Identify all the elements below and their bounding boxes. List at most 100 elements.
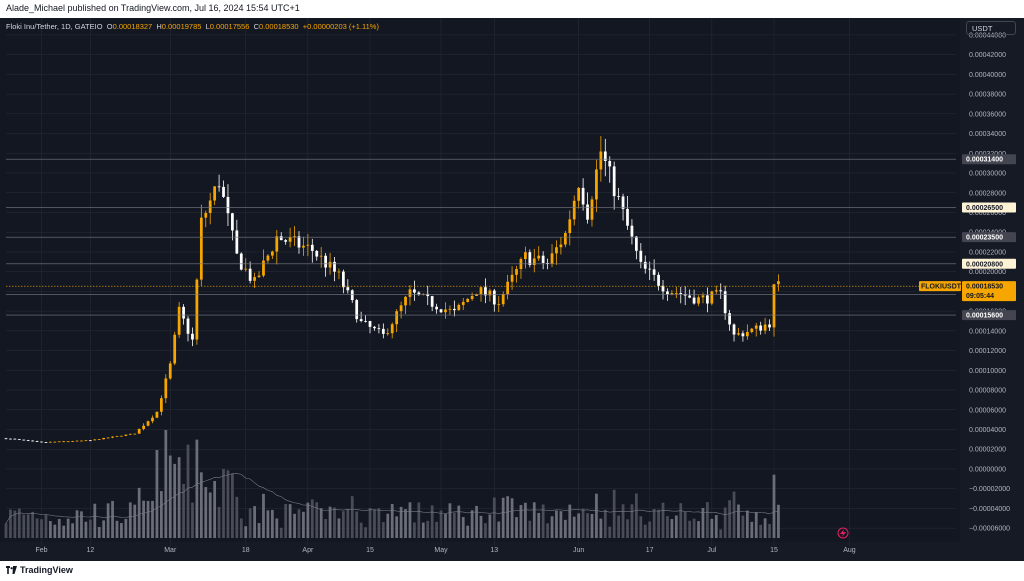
volume-bar xyxy=(661,502,665,538)
candle-body xyxy=(26,440,30,442)
legend-change: +0.00000203 (+1.11%) xyxy=(302,22,379,31)
x-tick-label: Aug xyxy=(843,547,856,554)
volume-bar xyxy=(555,510,558,538)
volume-bar xyxy=(120,523,123,538)
volume-bar xyxy=(550,516,554,538)
candle-body xyxy=(222,186,225,197)
volume-bar xyxy=(692,518,696,538)
volume-bar xyxy=(461,517,465,538)
candle-body xyxy=(359,319,363,321)
candle-body xyxy=(208,200,212,213)
candle-body xyxy=(337,271,341,273)
volume-bar xyxy=(66,518,70,538)
volume-bar xyxy=(328,506,332,538)
legend-open: 0.00018327 xyxy=(112,22,153,31)
volume-bar xyxy=(235,496,239,538)
volume-bar xyxy=(777,504,780,538)
candle-body xyxy=(333,261,336,272)
candle-body xyxy=(439,309,443,313)
volume-bar xyxy=(737,504,740,538)
candle-body xyxy=(168,363,172,379)
volume-bar xyxy=(634,493,638,538)
y-tick-label: 0.00028000 xyxy=(969,190,1006,197)
candle-body xyxy=(115,436,119,437)
candle-body xyxy=(248,268,252,281)
volume-bar xyxy=(364,527,367,538)
x-tick-label: 17 xyxy=(646,547,654,554)
volume-bar xyxy=(168,455,172,538)
y-tick-label: 0.00026000 xyxy=(969,210,1006,217)
volume-bar xyxy=(599,518,603,538)
volume-bar xyxy=(222,469,225,538)
lightning-icon xyxy=(837,527,849,539)
volume-bar xyxy=(519,505,523,538)
candle-body xyxy=(470,295,474,299)
candle-body xyxy=(177,306,181,335)
candle-body xyxy=(728,313,731,325)
price-chart[interactable]: −0.00006000 −0.00004000 −0.00002000 0.00000… xyxy=(0,18,1024,561)
candle-body xyxy=(732,324,736,335)
volume-bar xyxy=(457,505,461,538)
candle-body xyxy=(772,284,776,328)
volume-bar xyxy=(710,518,714,538)
candle-body xyxy=(768,324,771,328)
volume-bar xyxy=(128,502,132,538)
volume-bar xyxy=(754,512,758,538)
candle-body xyxy=(106,437,110,439)
volume-bar xyxy=(772,474,776,538)
volume-bar xyxy=(310,499,314,538)
candle-body xyxy=(155,411,159,418)
currency-button[interactable]: USDT xyxy=(966,21,1016,35)
candle-body xyxy=(262,260,265,276)
candle-body xyxy=(701,295,705,298)
candle-body xyxy=(452,308,456,311)
candle-body xyxy=(13,438,17,440)
volume-bar xyxy=(80,511,83,538)
candle-body xyxy=(634,236,638,251)
candle-body xyxy=(186,318,190,334)
volume-bar xyxy=(590,513,594,538)
legend-low-label: L xyxy=(205,22,210,31)
candle-body xyxy=(231,213,234,231)
volume-bar xyxy=(608,526,612,538)
volume-bar xyxy=(13,510,17,538)
candle-body xyxy=(346,287,350,291)
candle-body xyxy=(546,262,549,264)
volume-bar xyxy=(532,502,536,538)
candle-body xyxy=(710,291,714,304)
y-tick-label: 0.00008000 xyxy=(969,388,1006,395)
volume-bar xyxy=(368,507,372,538)
volume-bar xyxy=(164,430,168,538)
chart-area[interactable] xyxy=(0,18,960,542)
candle-body xyxy=(257,275,261,278)
volume-bar xyxy=(666,516,669,538)
volume-bar xyxy=(657,509,660,538)
legend-high-label: H xyxy=(156,22,162,31)
candle-body xyxy=(754,325,758,329)
candle-body xyxy=(479,287,483,295)
y-tick-label: 0.00000000 xyxy=(969,466,1006,473)
y-tick-label: 0.00036000 xyxy=(969,111,1006,118)
candle-body xyxy=(9,438,12,440)
level-badge-label: 0.00023500 xyxy=(966,235,1003,242)
candle-body xyxy=(324,255,328,268)
volume-bar xyxy=(306,502,310,538)
candle-body xyxy=(643,261,647,269)
volume-bar xyxy=(115,520,119,538)
candle-body xyxy=(381,328,385,334)
candle-body xyxy=(191,333,194,340)
volume-bar xyxy=(146,500,150,538)
volume-bar xyxy=(124,518,128,538)
candle-body xyxy=(444,309,447,313)
volume-bar xyxy=(559,511,563,538)
publisher-text: Alade_Michael published on TradingView.c… xyxy=(6,3,300,13)
candle-body xyxy=(270,251,274,256)
candle-body xyxy=(501,294,505,305)
volume-bar xyxy=(297,509,301,538)
candle-body xyxy=(266,255,270,261)
candle-body xyxy=(586,204,589,220)
candle-body xyxy=(621,196,625,209)
candle-body xyxy=(120,435,123,437)
candle-body xyxy=(97,439,101,441)
candle-body xyxy=(93,439,97,441)
